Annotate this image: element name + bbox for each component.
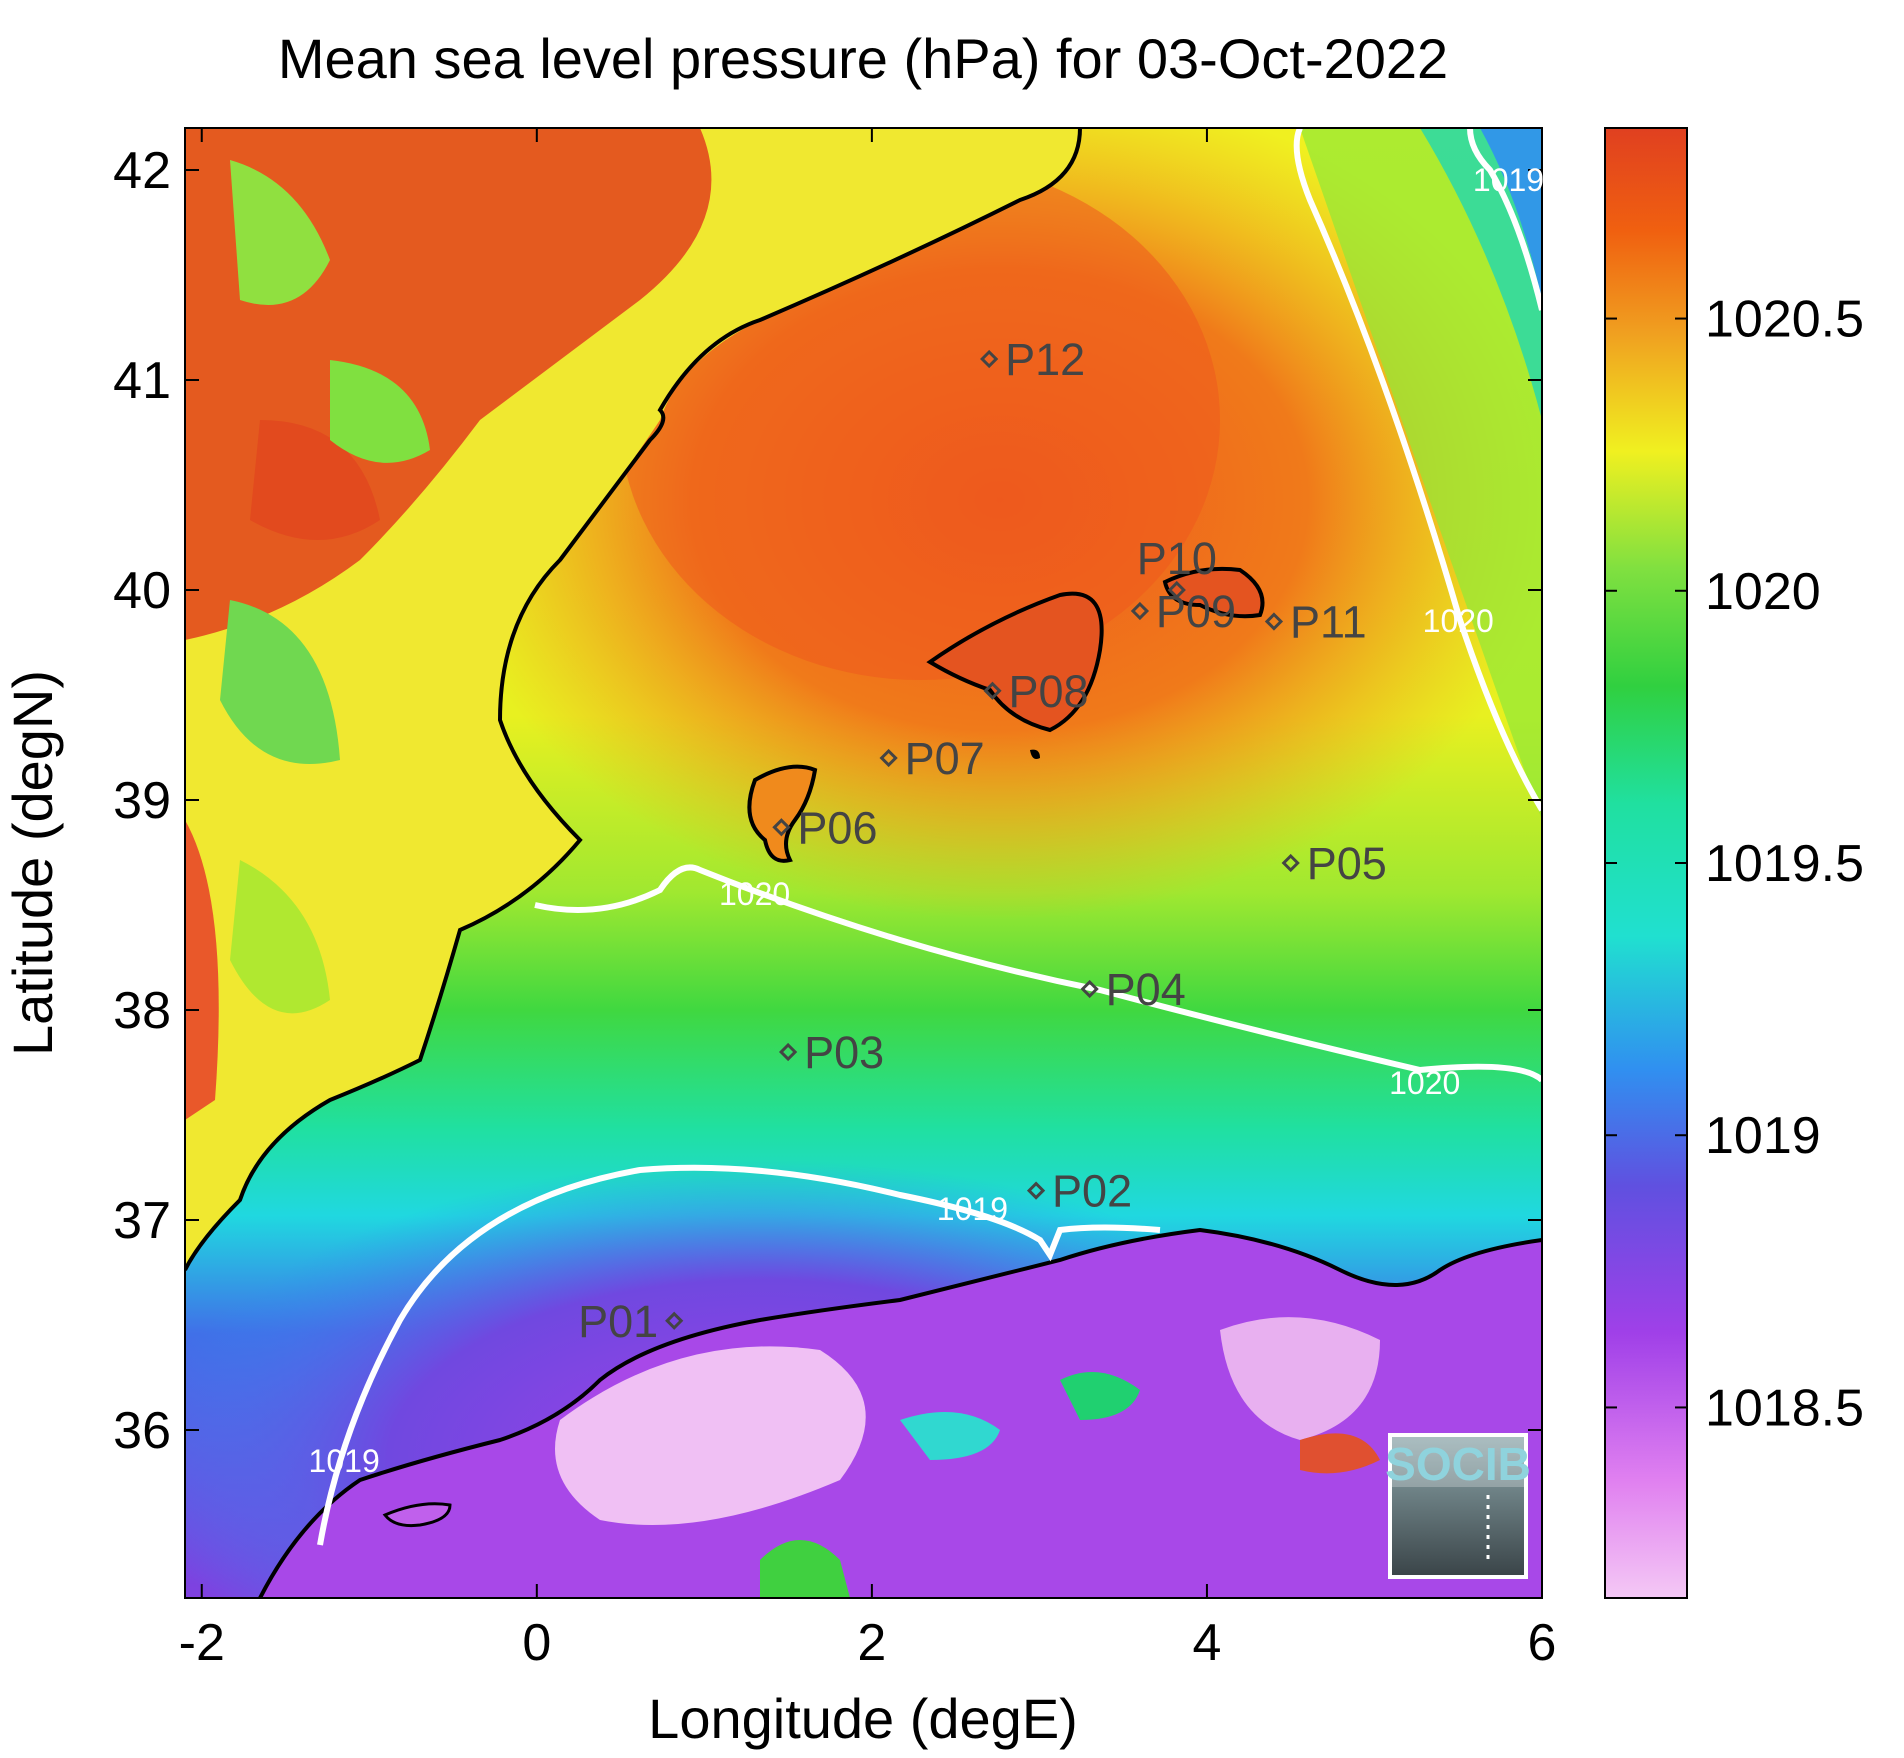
contour-label: 1019 bbox=[1473, 162, 1544, 198]
contour-label: 1019 bbox=[309, 1443, 380, 1479]
colorbar-tick-label: 1019 bbox=[1705, 1107, 1821, 1165]
y-tick-label: 36 bbox=[113, 1402, 171, 1460]
y-axis-title: Latitude (degN) bbox=[1, 670, 64, 1056]
contour-label: 1020 bbox=[1423, 603, 1494, 639]
station-marker bbox=[1167, 580, 1186, 600]
station-label: P07 bbox=[905, 733, 985, 784]
station-marker bbox=[772, 818, 791, 837]
station-label: P08 bbox=[1008, 666, 1088, 717]
station-marker bbox=[778, 1042, 798, 1062]
y-tick-label: 41 bbox=[113, 352, 171, 410]
station-marker bbox=[1080, 979, 1099, 999]
station-label: P11 bbox=[1290, 597, 1367, 648]
station-marker bbox=[1264, 612, 1284, 631]
station-label: P09 bbox=[1156, 586, 1236, 637]
colorbar-ticks: 1018.5 1019 1019.5 1020 1020.5 bbox=[1605, 291, 1864, 1437]
station-label: P01 bbox=[578, 1296, 658, 1347]
station-marker bbox=[879, 748, 898, 768]
y-tick-label: 42 bbox=[113, 142, 171, 200]
x-axis: -2 0 2 4 6 bbox=[179, 128, 1557, 1672]
socib-logo: SOCIB bbox=[1385, 1433, 1531, 1579]
station-label: P04 bbox=[1106, 964, 1186, 1015]
chart-title: Mean sea level pressure (hPa) for 03-Oct… bbox=[278, 27, 1448, 90]
contour-label: 1019 bbox=[937, 1191, 1008, 1227]
y-tick-label: 40 bbox=[113, 562, 171, 620]
pressure-field bbox=[185, 128, 1542, 1598]
x-tick-label: 6 bbox=[1528, 1614, 1557, 1672]
colorbar-tick-label: 1018.5 bbox=[1705, 1379, 1864, 1437]
station-label: P06 bbox=[797, 802, 877, 853]
y-tick-label: 38 bbox=[113, 982, 171, 1040]
map-frame bbox=[184, 127, 1543, 1599]
station-marker bbox=[665, 1311, 684, 1330]
x-tick-label: 4 bbox=[1192, 1614, 1221, 1672]
y-tick-label: 37 bbox=[113, 1192, 171, 1250]
station-marker bbox=[983, 681, 1002, 700]
y-axis: 36 37 38 39 40 41 42 bbox=[113, 142, 1542, 1460]
station-label: P02 bbox=[1052, 1166, 1132, 1217]
station-label: P10 bbox=[1137, 533, 1217, 584]
colorbar-tick-label: 1020.5 bbox=[1705, 291, 1864, 349]
colorbar-tick-label: 1019.5 bbox=[1705, 835, 1864, 893]
colorbar-tick-label: 1020 bbox=[1705, 563, 1821, 621]
contour-labels: 1019 1020 1020 1020 1019 1019 bbox=[309, 162, 1545, 1479]
station-label: P03 bbox=[804, 1027, 884, 1078]
station-label: P12 bbox=[1005, 334, 1085, 385]
station-marker bbox=[1026, 1181, 1046, 1200]
station-marker bbox=[980, 349, 999, 369]
colorbar bbox=[1604, 127, 1688, 1599]
contour-label: 1020 bbox=[1389, 1065, 1460, 1101]
station-label: P05 bbox=[1307, 838, 1387, 889]
contour-label: 1020 bbox=[719, 876, 790, 912]
x-axis-title: Longitude (degE) bbox=[648, 1687, 1078, 1750]
y-tick-label: 39 bbox=[113, 772, 171, 830]
x-tick-label: -2 bbox=[179, 1614, 225, 1672]
station-marker bbox=[1130, 601, 1150, 621]
x-tick-label: 2 bbox=[857, 1614, 886, 1672]
station-marker bbox=[1281, 853, 1300, 873]
logo-text: SOCIB bbox=[1385, 1438, 1531, 1490]
x-tick-label: 0 bbox=[522, 1614, 551, 1672]
